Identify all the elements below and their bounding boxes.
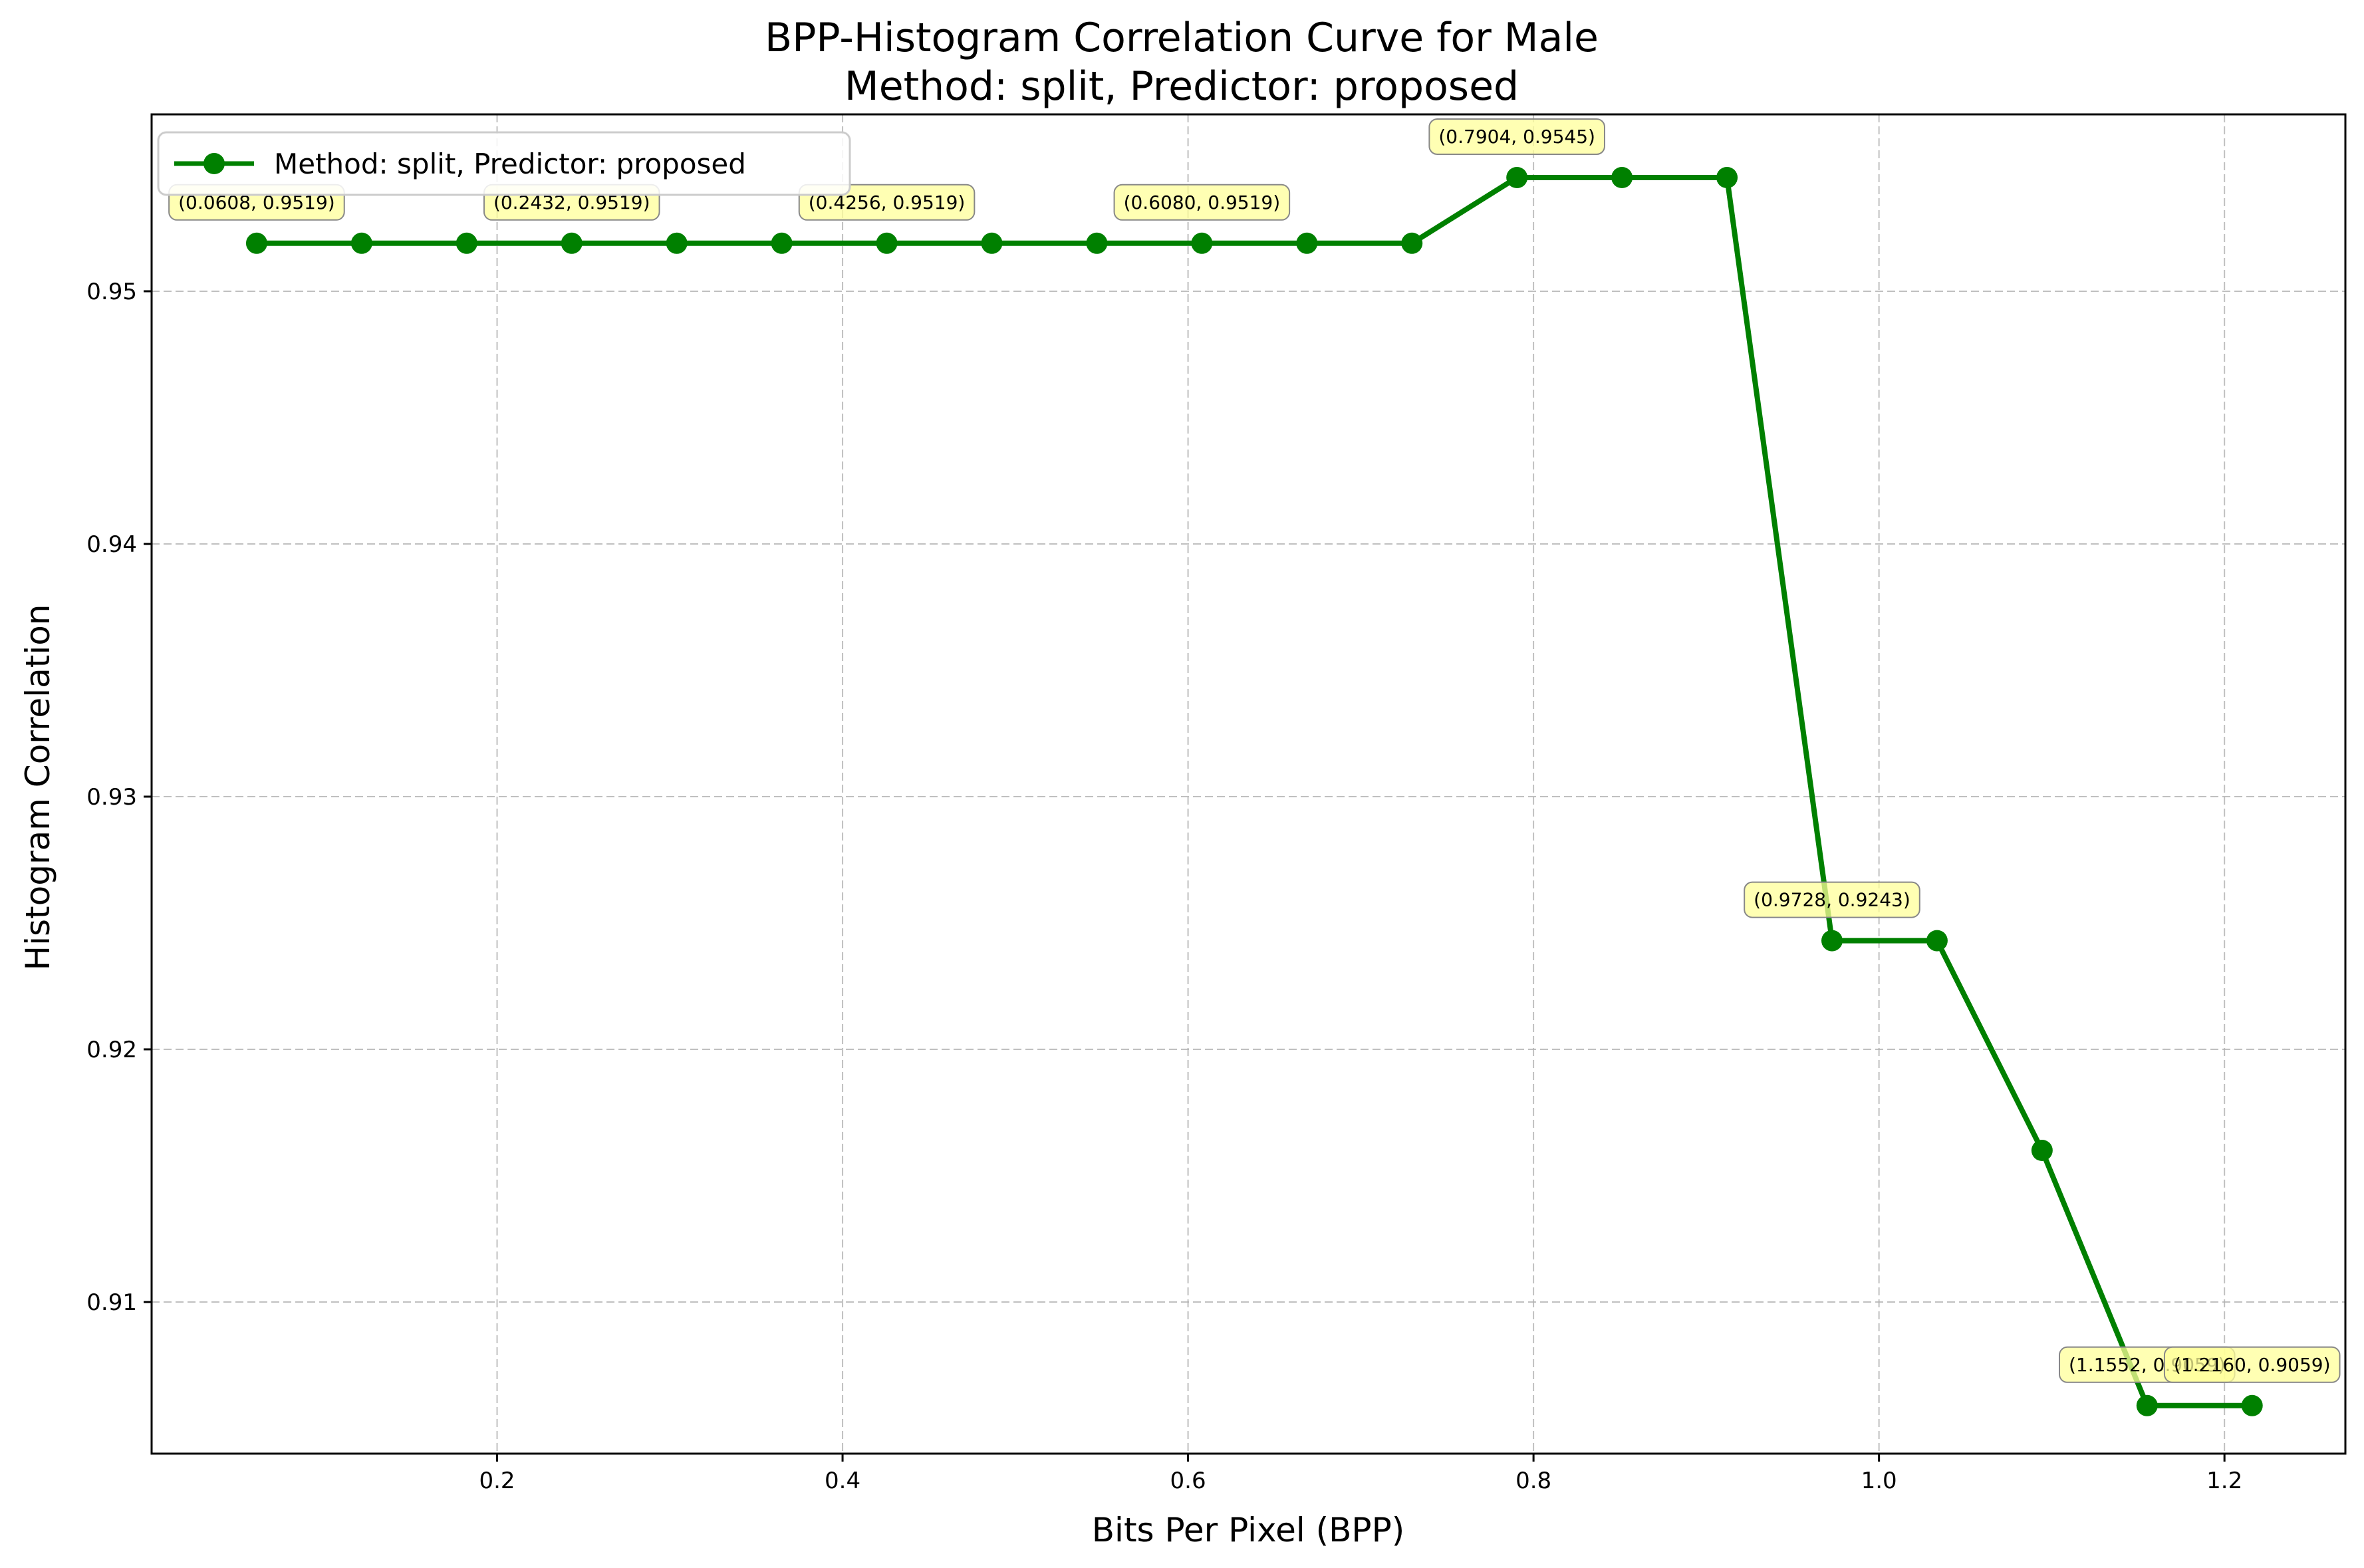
data-point <box>2136 1394 2158 1416</box>
annotation-box <box>1113 184 1291 221</box>
y-tick-label: 0.91 <box>86 1289 137 1316</box>
data-point <box>1926 930 1948 952</box>
data-annotation: (0.6080, 0.9519) <box>1113 184 1291 221</box>
legend-box <box>157 131 851 196</box>
data-annotation: (0.9728, 0.9243) <box>1744 881 1920 918</box>
data-point <box>1191 232 1213 254</box>
data-point <box>666 232 688 254</box>
annotation-label: (0.9728, 0.9243) <box>1754 889 1910 911</box>
chart-subtitle: Method: split, Predictor: proposed <box>845 63 1519 110</box>
legend-marker <box>203 153 225 174</box>
data-point <box>456 232 477 254</box>
series-layer <box>245 167 2263 1416</box>
y-axis-label: Histogram Correlation <box>19 604 57 971</box>
series-line <box>256 175 2252 1408</box>
axes <box>150 113 2347 1455</box>
data-point <box>1611 167 1633 188</box>
data-point <box>1401 232 1423 254</box>
annotation-label: (0.7904, 0.9545) <box>1438 126 1595 148</box>
chart-title: BPP-Histogram Correlation Curve for Male <box>765 15 1599 61</box>
x-tick-label: 0.2 <box>479 1468 515 1494</box>
data-point <box>1506 167 1528 188</box>
annotation-label: (0.6080, 0.9519) <box>1124 192 1281 213</box>
annotation-box <box>2163 1346 2341 1383</box>
x-tick-label: 0.4 <box>825 1468 860 1494</box>
data-point <box>1821 930 1843 952</box>
x-tick-label: 1.0 <box>1861 1468 1897 1494</box>
data-point <box>2031 1140 2053 1161</box>
x-tick-label: 1.2 <box>2206 1468 2242 1494</box>
x-axis-label: Bits Per Pixel (BPP) <box>1092 1511 1404 1549</box>
y-tick-label: 0.94 <box>86 531 137 558</box>
data-point <box>245 232 267 254</box>
annotation-label: (1.2160, 0.9059) <box>2174 1354 2331 1376</box>
x-tick-label: 0.6 <box>1170 1468 1206 1494</box>
data-point <box>876 232 898 254</box>
legend-label: Method: split, Predictor: proposed <box>274 148 746 180</box>
data-point <box>2241 1394 2263 1416</box>
y-tick-label: 0.93 <box>86 784 137 811</box>
annotation-box <box>1744 881 1920 918</box>
grid <box>152 114 2345 1454</box>
data-point <box>771 232 793 254</box>
y-tick-label: 0.95 <box>86 279 137 305</box>
data-annotation: (0.7904, 0.9545) <box>1428 118 1605 155</box>
x-tick-label: 0.8 <box>1515 1468 1551 1494</box>
data-point <box>1296 232 1318 254</box>
legend: Method: split, Predictor: proposed <box>157 131 851 196</box>
data-point <box>561 232 583 254</box>
ticks: 0.2 0.4 0.6 0.8 1.0 1.2 0.91 0.92 0.93 0.94 0.95 <box>86 279 2242 1494</box>
annotation-box <box>1428 118 1605 155</box>
plot-frame <box>150 113 2347 1455</box>
data-point <box>981 232 1003 254</box>
data-annotation: (1.2160, 0.9059) <box>2163 1346 2341 1383</box>
data-point <box>350 232 372 254</box>
data-point <box>1086 232 1108 254</box>
y-tick-label: 0.92 <box>86 1037 137 1063</box>
data-point <box>1716 167 1738 188</box>
